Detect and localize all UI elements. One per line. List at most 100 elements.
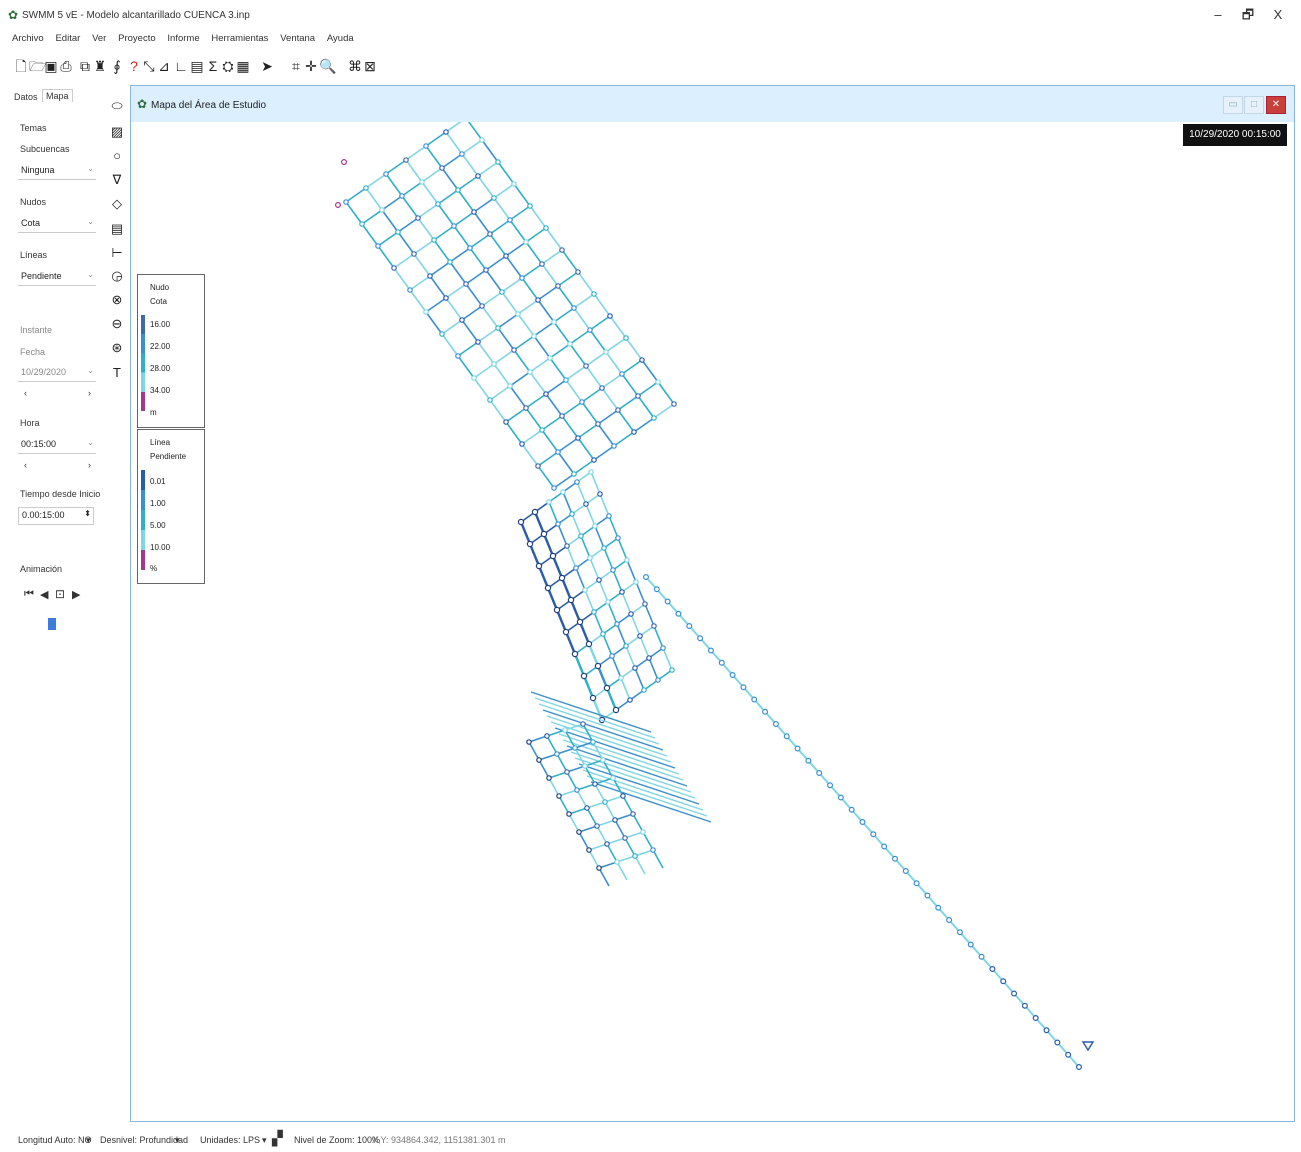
conduit-link[interactable] [573,293,595,309]
conduit-link[interactable] [453,211,475,227]
conduit-link[interactable] [596,665,609,689]
conduit-link[interactable] [602,759,614,779]
conduit-link[interactable] [557,285,575,309]
conduit-link[interactable] [596,825,608,845]
table-icon[interactable]: ▤ [190,58,204,74]
conduit-link[interactable] [473,197,495,213]
conduit-link[interactable] [457,355,475,379]
conduit-link[interactable] [589,547,605,559]
junction-node[interactable] [651,415,657,421]
conduit-link[interactable] [558,789,578,797]
stop-icon[interactable]: ⊡ [55,587,66,601]
conduit-link[interactable] [591,697,604,721]
junction-node[interactable] [620,793,626,799]
junction-node[interactable] [572,745,578,751]
maximize-button[interactable]: 🗗 [1241,7,1255,22]
junction-node[interactable] [527,203,533,209]
junction-node[interactable] [1032,1014,1039,1021]
junction-node[interactable] [592,781,598,787]
junction-node[interactable] [582,587,588,593]
conduit-link[interactable] [525,227,547,243]
junction-node[interactable] [675,610,682,617]
conduit-link[interactable] [568,807,588,815]
conduit-link[interactable] [489,399,507,423]
junction-node[interactable] [540,530,548,538]
junction-node[interactable] [603,684,611,692]
conduit-link[interactable] [564,729,576,749]
date-dropdown[interactable]: 10/29/2020 ⌄ [18,365,96,382]
menu-proyecto[interactable]: Proyecto [118,33,156,44]
animation-speed-slider[interactable] [48,618,56,630]
conduit-link[interactable] [602,623,618,635]
conduit-link[interactable] [557,271,579,287]
conduit-link[interactable] [493,197,511,221]
conduit-link[interactable] [517,313,535,337]
junction-node[interactable] [463,281,469,287]
conduit-link[interactable] [553,321,571,345]
junction-node[interactable] [610,775,616,781]
conduit-link[interactable] [566,545,577,569]
junction-node[interactable] [837,794,844,801]
conduit-link[interactable] [473,377,491,401]
conduit-link[interactable] [598,867,610,887]
date-scroll-right[interactable]: › [88,388,91,398]
conduit-link[interactable] [574,741,594,749]
junction-node[interactable] [848,806,855,813]
conduit-link[interactable] [381,195,403,211]
conduit-link[interactable] [634,855,646,875]
junction-node[interactable] [451,223,457,229]
junction-node[interactable] [859,818,866,825]
conduit-link[interactable] [529,357,551,373]
select-vertex-icon[interactable]: ⌗ [292,58,300,74]
links-dropdown[interactable]: Pendiente ⌄ [18,269,96,286]
conduit-link[interactable] [594,783,606,803]
conduit-link[interactable] [469,247,487,271]
junction-node[interactable] [664,598,671,605]
conduit-link[interactable] [606,837,626,845]
conduit-link[interactable] [611,645,627,657]
conduit-link[interactable] [546,715,668,757]
conduit-link[interactable] [589,315,611,331]
conduit-link[interactable] [573,307,591,331]
junction-node[interactable] [596,577,602,583]
junction-node[interactable] [455,353,461,359]
conduit-link[interactable] [580,525,596,537]
junction-node[interactable] [772,720,779,727]
conduit-link[interactable] [576,789,588,809]
junction-node[interactable] [967,941,974,948]
junction-node[interactable] [447,259,453,265]
junction-node[interactable] [600,631,606,637]
junction-node[interactable] [641,687,647,693]
junction-node[interactable] [583,363,589,369]
profile-plot-icon[interactable]: ⤡ [143,58,155,74]
junction-node[interactable] [881,843,888,850]
junction-node[interactable] [655,379,661,385]
orifice-icon[interactable]: ⊗ [111,292,123,307]
junction-node[interactable] [607,313,613,319]
conduit-link[interactable] [457,175,479,191]
junction-node[interactable] [523,239,529,245]
junction-node[interactable] [580,721,586,727]
junction-node[interactable] [587,555,593,561]
junction-node[interactable] [419,179,425,185]
conduit-link[interactable] [417,217,435,241]
conduit-link[interactable] [509,205,531,221]
conduit-link[interactable] [616,623,627,647]
outfall-icon[interactable]: ∇ [112,172,122,187]
status-dropdown-icon[interactable]: ▾ [86,1135,91,1145]
junction-node[interactable] [783,733,790,740]
junction-node[interactable] [556,793,562,799]
junction-node[interactable] [729,671,736,678]
conduit-link[interactable] [548,777,560,797]
junction-node[interactable] [527,369,533,375]
conduit-link[interactable] [481,291,503,307]
junction-node[interactable] [642,574,649,581]
conduit-link[interactable] [625,645,636,669]
junction-node[interactable] [475,339,481,345]
conduit-link[interactable] [545,379,567,395]
new-file-icon[interactable]: 🗋 [15,58,27,74]
conduit-link[interactable] [614,819,626,839]
junction-node[interactable] [551,485,557,491]
conduit-link[interactable] [607,601,618,625]
junction-node[interactable] [1011,990,1018,997]
